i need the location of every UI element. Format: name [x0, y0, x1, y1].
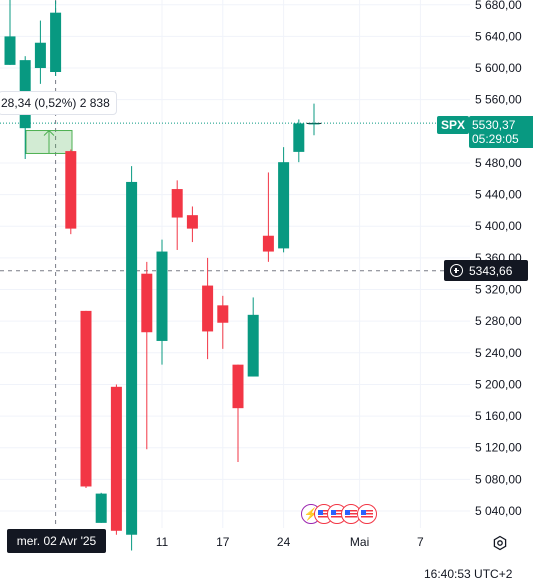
y-axis-tick-label: 5 560,00: [475, 93, 522, 107]
y-axis-tick-label: 5 320,00: [475, 283, 522, 297]
settings-icon[interactable]: [492, 535, 508, 551]
crosshair-price-value: 5343,66: [469, 263, 513, 278]
candle-body: [308, 123, 320, 125]
candle-bearish[interactable]: [65, 149, 77, 235]
y-axis-tick-label: 5 640,00: [475, 29, 522, 43]
candle-bullish[interactable]: [34, 20, 46, 84]
candle-body: [4, 36, 16, 65]
candle-body: [50, 12, 62, 72]
candle-bullish[interactable]: [4, 0, 16, 65]
candle-bearish[interactable]: [217, 295, 229, 349]
symbol-tag[interactable]: SPX: [437, 116, 470, 134]
economic-events-row: ⚡: [301, 504, 381, 526]
candle-bullish[interactable]: [126, 166, 138, 551]
y-axis-tick-label: 5 080,00: [475, 472, 522, 486]
crosshair-date-value: mer. 02 Avr '25: [16, 534, 97, 548]
x-axis-tick-label: 24: [277, 535, 291, 549]
y-axis-tick-label: 5 280,00: [475, 314, 522, 328]
y-axis-tick-label: 5 160,00: [475, 409, 522, 423]
candle-body: [34, 42, 46, 69]
candle-bullish[interactable]: [95, 492, 107, 523]
measure-tooltip: 28,34 (0,52%) 2 838: [0, 91, 117, 115]
candle-bullish[interactable]: [156, 239, 168, 365]
candle-body: [141, 273, 153, 333]
candle-body: [65, 151, 77, 229]
candle-bearish[interactable]: [110, 384, 122, 535]
x-axis-tick-label: 7: [417, 535, 424, 549]
candle-body: [247, 314, 259, 377]
crosshair-date-tag: mer. 02 Avr '25: [7, 529, 106, 553]
candle-body: [156, 251, 168, 341]
candle-body: [232, 364, 244, 409]
candle-body: [202, 285, 214, 332]
candle-bearish[interactable]: [186, 206, 198, 243]
clock-timestamp: 16:40:53 UTC+2: [424, 567, 513, 581]
y-axis-tick-label: 5 480,00: [475, 156, 522, 170]
tooltip-text: 28,34 (0,52%) 2 838: [1, 96, 110, 110]
y-axis-tick-label: 5 040,00: [475, 504, 522, 518]
candle-body: [126, 181, 138, 535]
add-plus-icon[interactable]: [450, 264, 463, 277]
y-axis-tick-label: 5 120,00: [475, 441, 522, 455]
y-axis-tick-label: 5 680,00: [475, 0, 522, 12]
bar-countdown: 05:29:05: [472, 132, 519, 146]
x-axis-tick-label: 17: [216, 535, 230, 549]
candle-body: [80, 310, 92, 487]
x-axis-tick-label: Mai: [350, 535, 369, 549]
candle-bearish[interactable]: [202, 257, 214, 360]
y-axis-tick-label: 5 240,00: [475, 346, 522, 360]
candle-body: [186, 215, 198, 229]
symbol-label: SPX: [441, 118, 466, 132]
candle-body: [171, 189, 183, 218]
us-flag-event-icon[interactable]: [357, 504, 377, 524]
candle-body: [262, 235, 274, 252]
candle-body: [217, 305, 229, 323]
y-axis-tick-label: 5 600,00: [475, 61, 522, 75]
candle-bearish[interactable]: [141, 261, 153, 450]
us-flag-event-icon[interactable]: [341, 504, 361, 524]
measure-arrow-head: [43, 129, 55, 136]
candle-bullish[interactable]: [308, 103, 320, 136]
candle-bearish[interactable]: [232, 364, 244, 462]
y-axis-tick-label: 5 440,00: [475, 188, 522, 202]
crosshair-price-tag[interactable]: 5343,66: [444, 260, 528, 281]
candle-body: [110, 386, 122, 531]
candle-body: [278, 162, 290, 249]
candle-bullish[interactable]: [50, 0, 62, 76]
candle-bearish[interactable]: [80, 310, 92, 489]
candle-bearish[interactable]: [262, 172, 274, 262]
last-price-value: 5530,37: [472, 118, 516, 132]
candle-body: [293, 123, 305, 152]
candle-bullish[interactable]: [293, 119, 305, 163]
candle-bullish[interactable]: [278, 147, 290, 253]
candle-bullish[interactable]: [247, 297, 259, 377]
y-axis-tick-label: 5 200,00: [475, 377, 522, 391]
y-axis-tick-label: 5 400,00: [475, 219, 522, 233]
candle-body: [95, 493, 107, 523]
last-price-label: 5530,37 05:29:05: [469, 116, 533, 148]
x-axis-tick-label: 11: [156, 535, 169, 549]
candle-bearish[interactable]: [171, 180, 183, 250]
